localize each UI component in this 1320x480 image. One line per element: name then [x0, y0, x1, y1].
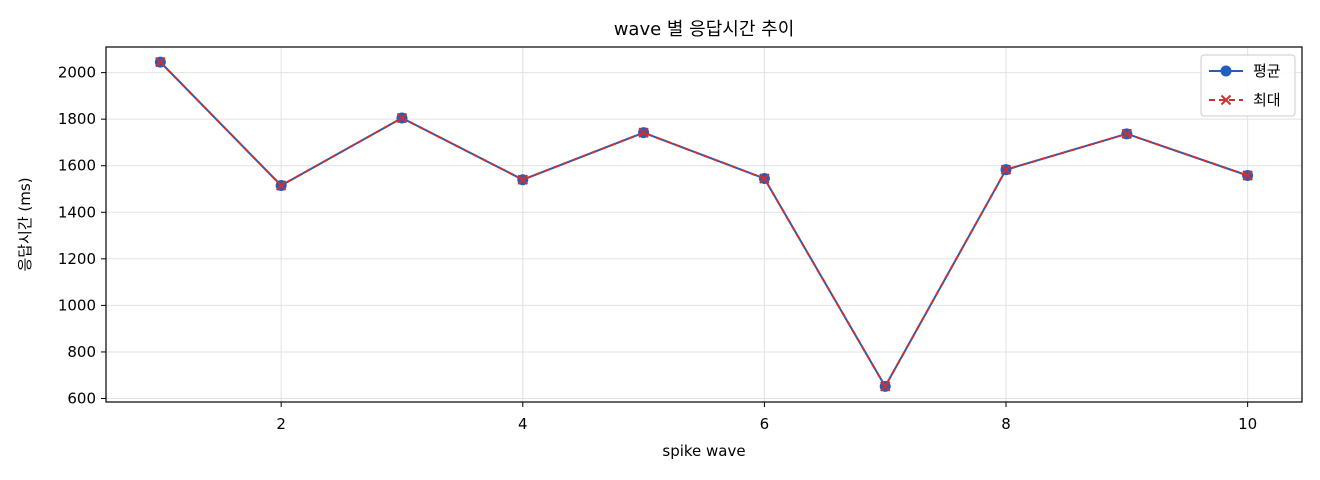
series-1-point — [275, 180, 287, 191]
x-tick-label: 6 — [760, 415, 770, 433]
y-tick-label: 1600 — [58, 157, 96, 175]
series-1-point — [1000, 164, 1012, 175]
series-lines — [154, 56, 1254, 392]
series-line-0 — [159, 61, 1248, 388]
axis-ticks: 2 4 6 8 10 600 800 1000 1200 1400 1600 1800 2000 — [58, 64, 1257, 433]
x-tick-label: 2 — [276, 415, 286, 433]
legend-box — [1200, 54, 1296, 117]
x-marker-stroke — [759, 173, 770, 184]
x-marker-stroke — [880, 381, 891, 392]
series-1-point — [517, 174, 528, 185]
legend-entry-max — [1209, 94, 1243, 106]
x-tick-label: 10 — [1238, 415, 1257, 433]
x-marker-stroke — [1242, 170, 1253, 181]
legend: 평균 최대 — [1200, 54, 1296, 117]
legend-label-avg: 평균 — [1253, 62, 1281, 80]
series-1-point — [1242, 170, 1253, 181]
series-line-1 — [159, 61, 1248, 388]
series-1-point — [880, 381, 891, 392]
x-marker-stroke — [1121, 128, 1133, 140]
y-axis-title: 응답시간 (ms) — [16, 177, 34, 271]
series-1-point — [396, 112, 408, 124]
grid-lines — [106, 47, 1302, 402]
x-marker-stroke — [1220, 94, 1232, 106]
series-1-point — [155, 56, 166, 68]
x-tick-label: 8 — [1001, 415, 1011, 433]
x-marker-stroke — [638, 127, 649, 138]
x-marker-stroke — [155, 56, 166, 68]
y-tick-label: 600 — [67, 390, 96, 408]
legend-entry-avg — [1209, 65, 1243, 77]
y-tick-label: 1400 — [58, 203, 96, 221]
series-1-point — [638, 127, 649, 138]
chart-title: wave 별 응답시간 추이 — [614, 19, 795, 40]
legend-marker-1 — [1220, 94, 1232, 106]
y-tick-label: 1000 — [58, 296, 96, 314]
series-1-point — [1121, 128, 1133, 140]
series-1-point — [759, 173, 770, 184]
x-tick-label: 4 — [518, 415, 528, 433]
y-tick-label: 800 — [67, 343, 96, 361]
x-marker-stroke — [1000, 164, 1012, 175]
x-axis-title: spike wave — [662, 442, 745, 460]
x-marker-stroke — [396, 112, 408, 124]
x-marker-stroke — [275, 180, 287, 191]
legend-label-max: 최대 — [1253, 91, 1281, 109]
y-tick-label: 2000 — [58, 64, 96, 82]
legend-marker-0 — [1220, 65, 1232, 77]
plot-frame — [105, 46, 1303, 403]
y-tick-label: 1800 — [58, 110, 96, 128]
x-marker-stroke — [517, 174, 528, 185]
y-tick-label: 1200 — [58, 250, 96, 268]
